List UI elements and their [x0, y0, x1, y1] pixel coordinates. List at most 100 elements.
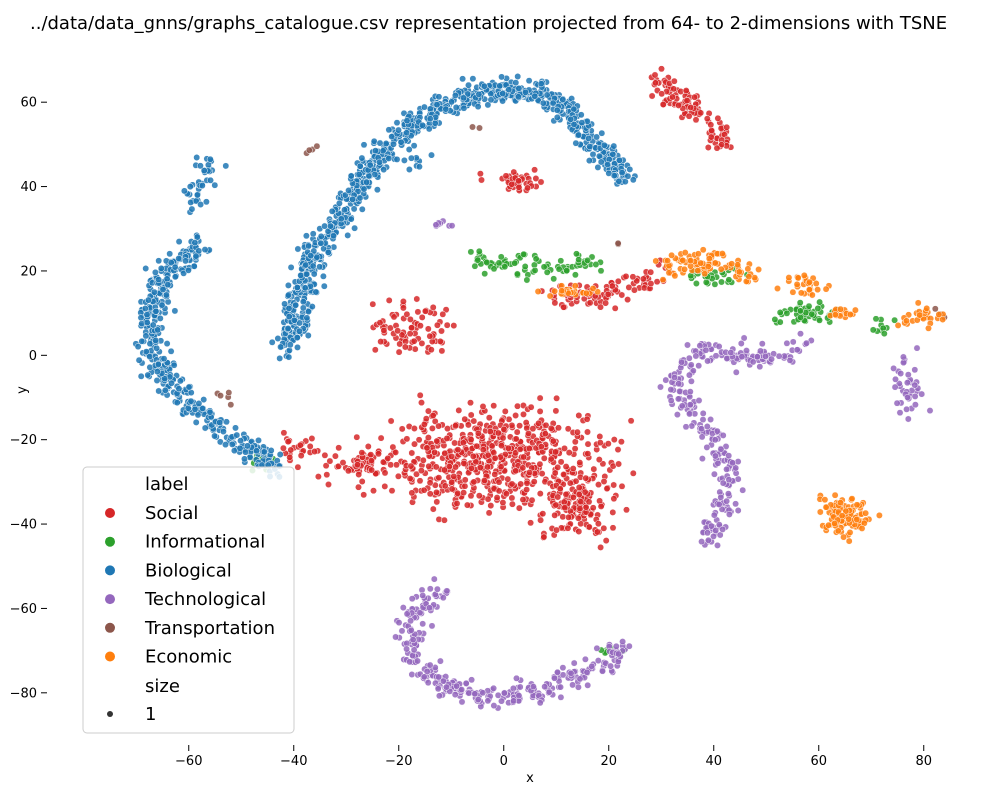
scatter-point	[429, 505, 437, 513]
scatter-point	[616, 156, 623, 164]
scatter-point	[403, 610, 411, 618]
scatter-point	[711, 259, 719, 267]
scatter-point	[692, 352, 700, 360]
scatter-point	[845, 537, 853, 545]
scatter-point	[406, 330, 414, 338]
scatter-point	[585, 498, 593, 506]
scatter-point	[465, 81, 472, 89]
scatter-point	[193, 154, 201, 161]
scatter-point	[171, 273, 179, 281]
scatter-point	[426, 604, 433, 612]
scatter-point	[435, 422, 443, 430]
scatter-point	[911, 392, 919, 400]
scatter-point	[585, 523, 593, 531]
scatter-point	[923, 304, 931, 312]
scatter-point	[535, 419, 543, 427]
scatter-point	[592, 261, 600, 268]
scatter-point	[425, 462, 433, 470]
scatter-point	[681, 249, 689, 257]
scatter-point	[308, 303, 316, 311]
scatter-point	[287, 263, 295, 271]
scatter-point	[523, 276, 531, 284]
scatter-point	[508, 421, 516, 429]
scatter-point	[594, 520, 602, 528]
scatter-point	[569, 493, 577, 501]
scatter-point	[659, 101, 667, 108]
scatter-point	[549, 99, 557, 107]
scatter-point	[617, 438, 625, 446]
scatter-point	[154, 326, 162, 334]
scatter-point	[524, 184, 532, 192]
scatter-point	[486, 428, 494, 435]
scatter-point	[416, 322, 424, 330]
scatter-point	[364, 443, 372, 450]
x-tick-label: −40	[280, 754, 307, 769]
scatter-point	[719, 525, 727, 533]
scatter-point	[537, 80, 545, 88]
scatter-point	[593, 528, 601, 536]
scatter-point	[475, 90, 483, 98]
scatter-point	[589, 285, 597, 292]
scatter-point	[360, 185, 368, 193]
scatter-point	[527, 403, 535, 411]
scatter-point	[170, 361, 178, 369]
scatter-point	[211, 432, 219, 440]
scatter-point	[490, 265, 498, 273]
scatter-point	[222, 441, 229, 449]
scatter-point	[675, 380, 683, 388]
scatter-point	[717, 265, 725, 273]
scatter-point	[423, 668, 431, 675]
scatter-point	[310, 270, 318, 278]
scatter-point	[703, 443, 711, 451]
scatter-point	[459, 75, 467, 83]
scatter-point	[707, 121, 715, 129]
scatter-point	[409, 636, 417, 644]
scatter-point	[243, 442, 251, 450]
scatter-point	[629, 176, 637, 184]
scatter-point	[618, 291, 626, 299]
scatter-point	[508, 494, 516, 502]
scatter-point	[743, 347, 750, 355]
scatter-point	[519, 464, 527, 472]
scatter-point	[735, 268, 743, 276]
scatter-point	[227, 401, 235, 409]
y-tick-label: −40	[10, 518, 37, 533]
scatter-point	[335, 444, 343, 452]
scatter-point	[903, 379, 911, 387]
scatter-point	[708, 127, 716, 135]
scatter-point	[573, 250, 580, 258]
scatter-point	[685, 354, 693, 362]
scatter-point	[597, 303, 604, 311]
scatter-point	[388, 133, 396, 141]
scatter-point	[426, 115, 434, 123]
scatter-point	[710, 470, 718, 478]
scatter-point	[710, 511, 718, 519]
scatter-point	[163, 340, 171, 348]
scatter-point	[408, 489, 416, 497]
scatter-point	[703, 115, 711, 123]
scatter-point	[407, 626, 415, 634]
scatter-point	[408, 671, 416, 678]
scatter-point	[399, 298, 407, 305]
scatter-point	[705, 255, 713, 263]
scatter-point	[222, 162, 230, 170]
scatter-point	[317, 239, 325, 247]
scatter-point	[485, 509, 493, 517]
scatter-point	[436, 657, 444, 665]
scatter-point	[358, 449, 366, 457]
x-axis-label: x	[526, 771, 534, 786]
scatter-point	[893, 399, 901, 407]
scatter-point	[155, 276, 163, 284]
scatter-point	[531, 266, 539, 274]
scatter-point	[543, 91, 551, 99]
scatter-point	[600, 478, 608, 485]
scatter-point	[438, 327, 445, 335]
scatter-point	[424, 325, 432, 333]
scatter-point	[497, 253, 505, 261]
scatter-point	[322, 462, 330, 470]
scatter-point	[202, 198, 210, 206]
scatter-point	[500, 425, 508, 433]
scatter-point	[525, 430, 532, 437]
scatter-point	[496, 82, 504, 90]
scatter-point	[515, 177, 523, 185]
